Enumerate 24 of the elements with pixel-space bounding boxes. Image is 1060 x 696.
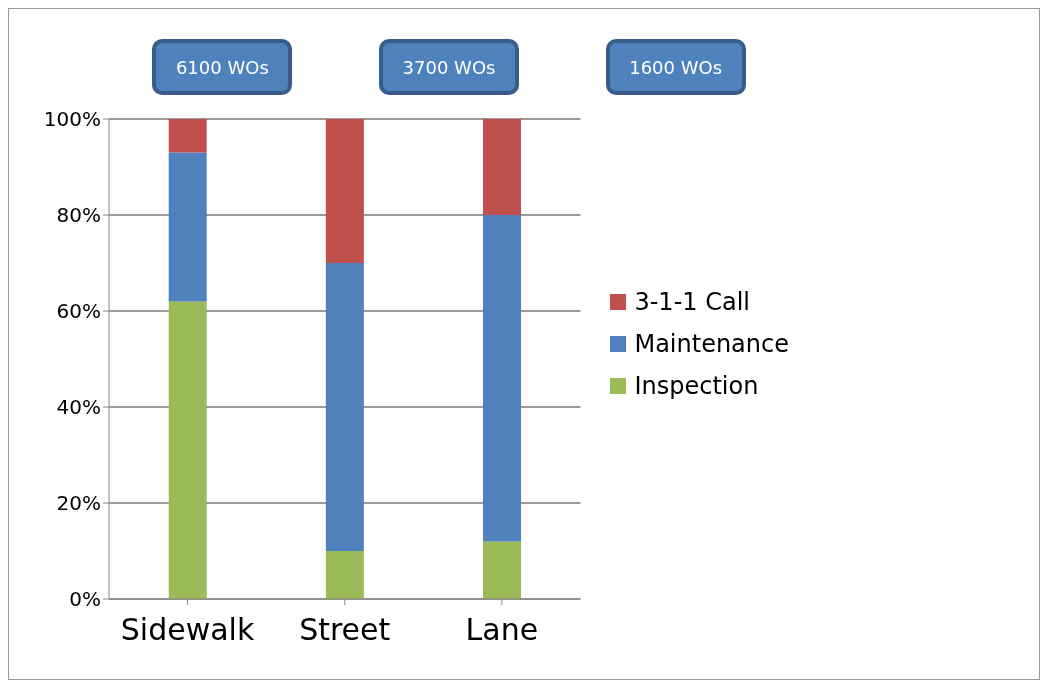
y-tick-label: 20%	[56, 491, 101, 516]
bar	[483, 119, 522, 215]
x-tick-label: Sidewalk	[120, 612, 255, 648]
bar	[483, 541, 522, 599]
text: 1600 WOs	[605, 39, 746, 95]
legend-label: Maintenance	[634, 330, 789, 358]
legend-label: Inspection	[634, 372, 759, 400]
text: 6100 WOs	[152, 39, 293, 95]
y-tick-label: 40%	[56, 395, 101, 420]
bar	[483, 215, 522, 542]
y-tick-label: 60%	[56, 299, 101, 324]
bar	[168, 301, 207, 599]
y-tick-label: 80%	[56, 203, 101, 228]
x-tick-label: Lane	[465, 612, 539, 648]
bar	[325, 263, 364, 551]
x-tick-label: Street	[299, 612, 391, 648]
bar	[168, 119, 207, 153]
y-tick-label: 0%	[69, 587, 101, 612]
text: 3700 WOs	[379, 39, 519, 95]
bar	[325, 551, 364, 599]
y-tick-label: 100%	[43, 107, 101, 132]
bar	[325, 119, 364, 263]
legend-label: 3-1-1 Call	[634, 288, 750, 316]
bar	[168, 152, 207, 302]
